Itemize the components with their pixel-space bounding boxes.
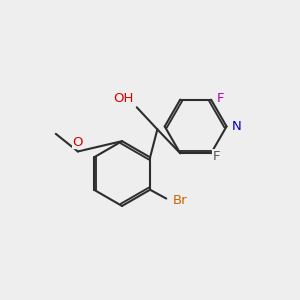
Text: O: O: [73, 136, 83, 148]
Text: N: N: [232, 120, 242, 133]
Text: OH: OH: [113, 92, 133, 105]
Text: F: F: [213, 150, 220, 163]
Text: F: F: [216, 92, 224, 105]
Text: Br: Br: [173, 194, 188, 207]
